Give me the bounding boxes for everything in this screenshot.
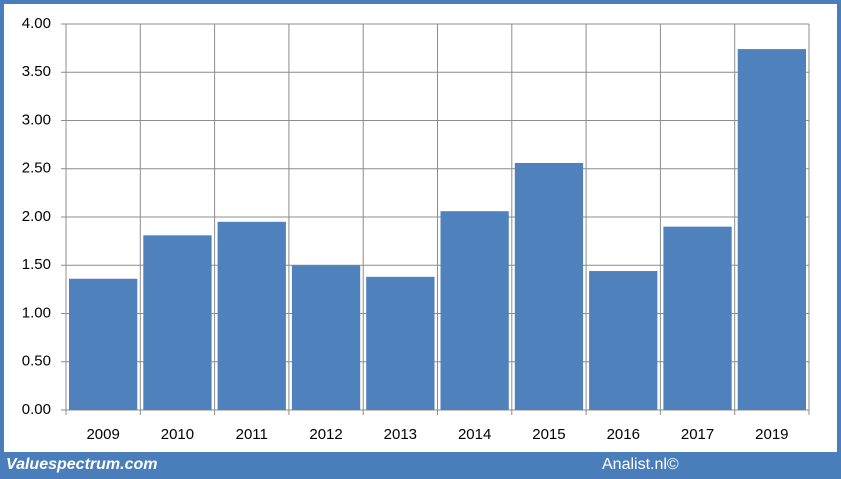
y-tick-label: 3.00 <box>22 111 51 128</box>
x-tick-label: 2012 <box>309 426 342 443</box>
bar <box>440 211 509 410</box>
footer-left: Valuespectrum.com <box>6 456 157 473</box>
y-tick-label: 2.00 <box>22 208 51 225</box>
x-tick-label: 2011 <box>236 426 268 443</box>
x-tick-label: 2013 <box>384 426 417 443</box>
bar <box>69 278 138 410</box>
bar <box>737 49 806 411</box>
bar <box>514 162 584 410</box>
y-tick-label: 3.50 <box>22 63 51 80</box>
y-tick-label: 1.50 <box>22 256 51 273</box>
bar <box>663 226 732 410</box>
x-tick-label: 2017 <box>681 426 714 443</box>
x-tick-label: 2015 <box>532 426 565 443</box>
bar <box>589 271 658 410</box>
bar <box>143 235 212 410</box>
bar <box>366 276 435 410</box>
x-tick-label: 2014 <box>458 426 491 443</box>
y-tick-label: 0.50 <box>22 353 51 370</box>
y-tick-label: 1.00 <box>22 304 51 321</box>
x-tick-label: 2019 <box>755 426 788 443</box>
y-tick-label: 2.50 <box>22 160 51 177</box>
bar <box>291 265 361 410</box>
x-tick-label: 2010 <box>161 426 194 443</box>
y-tick-label: 0.00 <box>22 401 51 418</box>
y-tick-label: 4.00 <box>22 15 51 32</box>
x-tick-label: 2016 <box>607 426 640 443</box>
footer-right: Analist.nl© <box>602 456 679 473</box>
bar <box>217 221 286 410</box>
x-tick-label: 2009 <box>86 426 119 443</box>
